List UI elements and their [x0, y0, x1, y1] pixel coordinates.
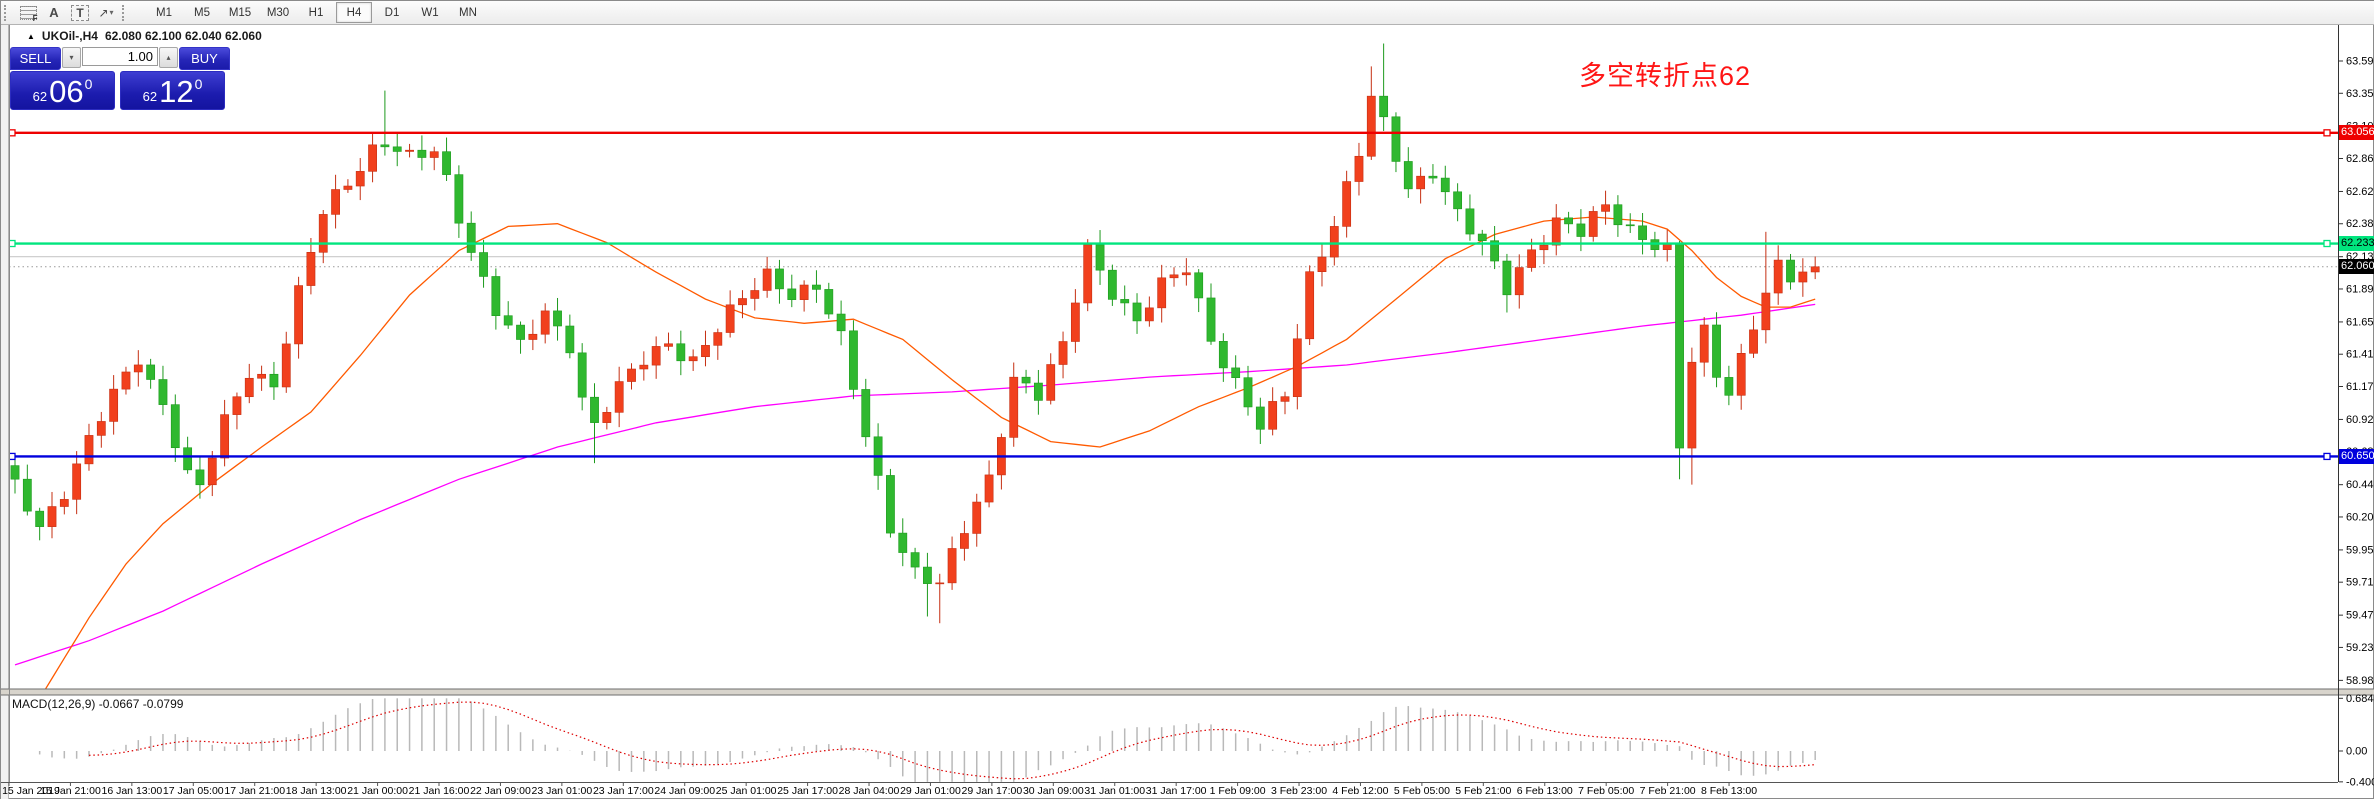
hline-support-blue[interactable] — [9, 453, 2338, 459]
price-tick-label: 61.170 — [2346, 381, 2374, 393]
sell-price-box[interactable]: 62 06 0 — [10, 71, 115, 110]
candles-layer — [11, 44, 1819, 624]
time-tick-label: 23 Jan 01:00 — [532, 785, 593, 797]
time-tick-label: 17 Jan 05:00 — [163, 785, 224, 797]
sell-price-big: 06 — [49, 75, 83, 108]
macd-pane[interactable] — [40, 698, 1816, 782]
price-badge-pivot-green: 62.233 — [2339, 236, 2374, 251]
price-badge-resistance-red: 63.056 — [2339, 125, 2374, 140]
price-tick-label: 61.895 — [2346, 283, 2374, 295]
time-tick-label: 21 Jan 16:00 — [409, 785, 470, 797]
time-tick-label: 16 Jan 13:00 — [102, 785, 163, 797]
hline-handle — [2324, 453, 2330, 459]
chart-symbol-line: ▲ UKOil-,H4 62.080 62.100 62.040 62.060 — [27, 29, 262, 43]
price-tick-label: 61.650 — [2346, 316, 2374, 328]
price-tick-label: 58.985 — [2346, 675, 2374, 687]
price-axis[interactable]: 63.59063.35063.10562.86562.62062.38062.1… — [10, 25, 2374, 788]
current-price-badge: 62.060 — [2339, 259, 2374, 274]
price-tick-label: 59.470 — [2346, 610, 2374, 622]
volume-decrease-button[interactable]: ▾ — [62, 47, 81, 68]
hline-handle — [2324, 130, 2330, 136]
symbol-expand-icon[interactable]: ▲ — [27, 32, 35, 41]
sell-price-sup: 0 — [85, 76, 93, 92]
price-tick-label: 62.620 — [2346, 186, 2374, 198]
macd-axis-label: 0.00 — [2346, 746, 2367, 758]
macd-histogram — [40, 698, 1816, 782]
price-tick-label: 60.200 — [2346, 511, 2374, 523]
ohlc-values: 62.080 62.100 62.040 62.060 — [105, 29, 262, 43]
time-tick-label: 6 Feb 13:00 — [1517, 785, 1573, 797]
time-tick-label: 15 Jan 21:00 — [40, 785, 101, 797]
sell-price-prefix: 62 — [33, 89, 47, 104]
macd-indicator-label: MACD(12,26,9) -0.0667 -0.0799 — [12, 697, 183, 711]
time-tick-label: 31 Jan 01:00 — [1084, 785, 1145, 797]
buy-price-big: 12 — [159, 75, 193, 108]
time-tick-label: 7 Feb 21:00 — [1640, 785, 1696, 797]
time-tick-label: 5 Feb 05:00 — [1394, 785, 1450, 797]
ma-fast-line — [15, 217, 1815, 739]
pane-separator[interactable] — [1, 689, 2374, 695]
time-tick-label: 17 Jan 21:00 — [224, 785, 285, 797]
time-tick-label: 3 Feb 23:00 — [1271, 785, 1327, 797]
time-tick-label: 7 Feb 05:00 — [1578, 785, 1634, 797]
buy-price-sup: 0 — [195, 76, 203, 92]
time-tick-label: 21 Jan 00:00 — [347, 785, 408, 797]
price-tick-label: 59.230 — [2346, 642, 2374, 654]
time-tick-label: 8 Feb 13:00 — [1701, 785, 1757, 797]
time-tick-label: 28 Jan 04:00 — [839, 785, 900, 797]
time-tick-label: 29 Jan 01:00 — [900, 785, 961, 797]
time-tick-label: 31 Jan 17:00 — [1146, 785, 1207, 797]
price-tick-label: 62.865 — [2346, 153, 2374, 165]
price-tick-label: 63.350 — [2346, 88, 2374, 100]
volume-increase-button[interactable]: ▴ — [159, 47, 178, 68]
one-click-trade-panel: SELL ▾ ▴ BUY 62 06 0 62 12 0 — [10, 47, 230, 110]
price-tick-label: 59.955 — [2346, 544, 2374, 556]
price-tick-label: 63.590 — [2346, 56, 2374, 68]
price-tick-label: 61.410 — [2346, 349, 2374, 361]
hline-resistance-red[interactable] — [9, 130, 2338, 136]
volume-input[interactable] — [82, 47, 158, 66]
macd-axis-label: -0.4006 — [2346, 776, 2374, 788]
price-tick-label: 62.380 — [2346, 218, 2374, 230]
chart-annotation-text: 多空转折点62 — [1579, 54, 1751, 93]
symbol-name: UKOil-,H4 — [42, 29, 98, 43]
price-badge-support-blue: 60.650 — [2339, 449, 2374, 464]
time-tick-label: 22 Jan 09:00 — [470, 785, 531, 797]
hline-pivot-green[interactable] — [9, 241, 2338, 247]
main-pane[interactable] — [9, 44, 2338, 739]
time-tick-label: 1 Feb 09:00 — [1210, 785, 1266, 797]
buy-button[interactable]: BUY — [179, 47, 230, 70]
price-tick-label: 60.925 — [2346, 414, 2374, 426]
time-tick-label: 30 Jan 09:00 — [1023, 785, 1084, 797]
time-tick-label: 25 Jan 17:00 — [777, 785, 838, 797]
time-tick-label: 24 Jan 09:00 — [654, 785, 715, 797]
time-tick-label: 5 Feb 21:00 — [1455, 785, 1511, 797]
macd-axis-label: 0.6844 — [2346, 693, 2374, 705]
buy-price-box[interactable]: 62 12 0 — [120, 71, 225, 110]
price-tick-label: 59.715 — [2346, 577, 2374, 589]
hline-handle — [2324, 241, 2330, 247]
price-tick-label: 60.440 — [2346, 479, 2374, 491]
time-tick-label: 25 Jan 01:00 — [716, 785, 777, 797]
time-tick-label: 4 Feb 12:00 — [1332, 785, 1388, 797]
time-tick-label: 29 Jan 17:00 — [962, 785, 1023, 797]
time-tick-label: 23 Jan 17:00 — [593, 785, 654, 797]
buy-price-prefix: 62 — [143, 89, 157, 104]
sell-button[interactable]: SELL — [10, 47, 61, 70]
time-tick-label: 18 Jan 13:00 — [286, 785, 347, 797]
